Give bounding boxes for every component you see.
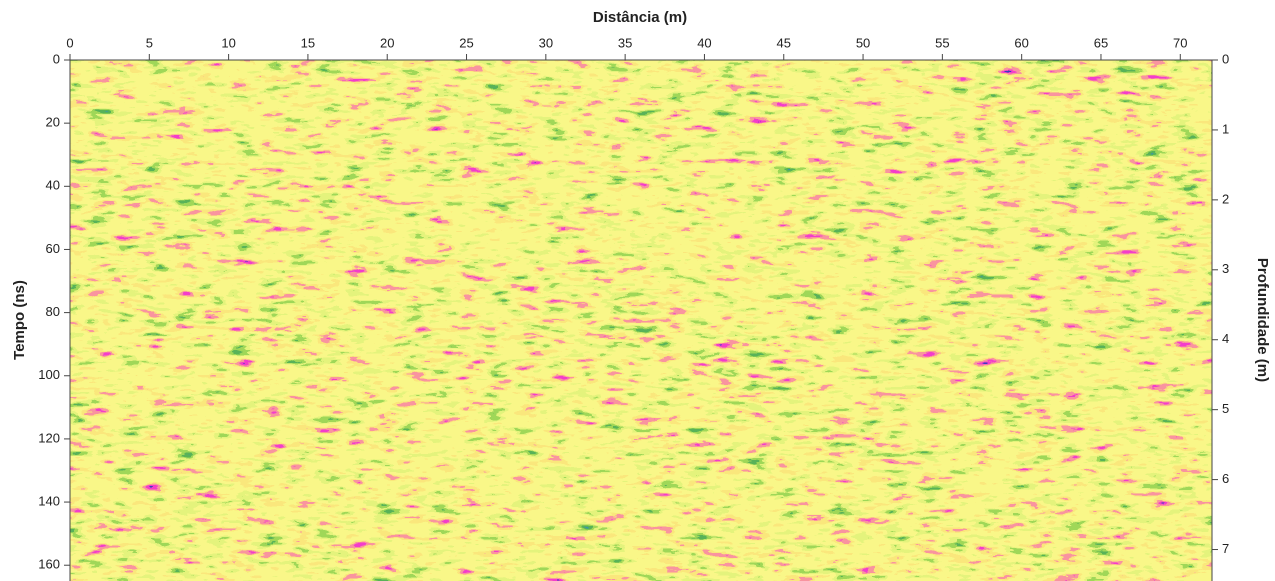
y-tick-label: 20 [46,115,60,130]
x-tick-label: 60 [1014,35,1028,50]
x-tick-label: 10 [221,35,235,50]
x-tick-label: 70 [1173,35,1187,50]
y2-tick-label: 7 [1222,541,1229,556]
y2-tick-label: 6 [1222,471,1229,486]
page: Distância (m) Tempo (ns) Profundidade (m… [0,0,1275,581]
y-tick-label: 60 [46,241,60,256]
x-tick-label: 55 [935,35,949,50]
y2-tick-label: 5 [1222,401,1229,416]
y-tick-label: 80 [46,304,60,319]
x-tick-label: 50 [856,35,870,50]
chart: Distância (m) Tempo (ns) Profundidade (m… [0,0,1275,581]
y-axis-title: Tempo (ns) [11,280,28,360]
x-tick-label: 30 [539,35,553,50]
y2-tick-label: 2 [1222,191,1229,206]
y-tick-label: 100 [38,367,60,382]
x-tick-label: 35 [618,35,632,50]
x-tick-label: 20 [380,35,394,50]
y-tick-label: 160 [38,557,60,572]
y-tick-label: 0 [53,51,60,66]
y-tick-label: 120 [38,430,60,445]
x-tick-label: 40 [697,35,711,50]
y2-axis-title: Profundidade (m) [1254,258,1271,382]
y-tick-label: 40 [46,178,60,193]
y-tick-label: 140 [38,493,60,508]
x-tick-label: 0 [66,35,73,50]
x-tick-label: 45 [777,35,791,50]
x-tick-label: 5 [146,35,153,50]
y2-tick-label: 4 [1222,331,1229,346]
y2-tick-label: 1 [1222,121,1229,136]
radargram-image [70,60,1212,581]
x-tick-label: 65 [1094,35,1108,50]
x-tick-label: 15 [301,35,315,50]
y2-tick-label: 0 [1222,51,1229,66]
y2-tick-label: 3 [1222,261,1229,276]
x-tick-label: 25 [459,35,473,50]
x-axis-title: Distância (m) [593,9,687,26]
